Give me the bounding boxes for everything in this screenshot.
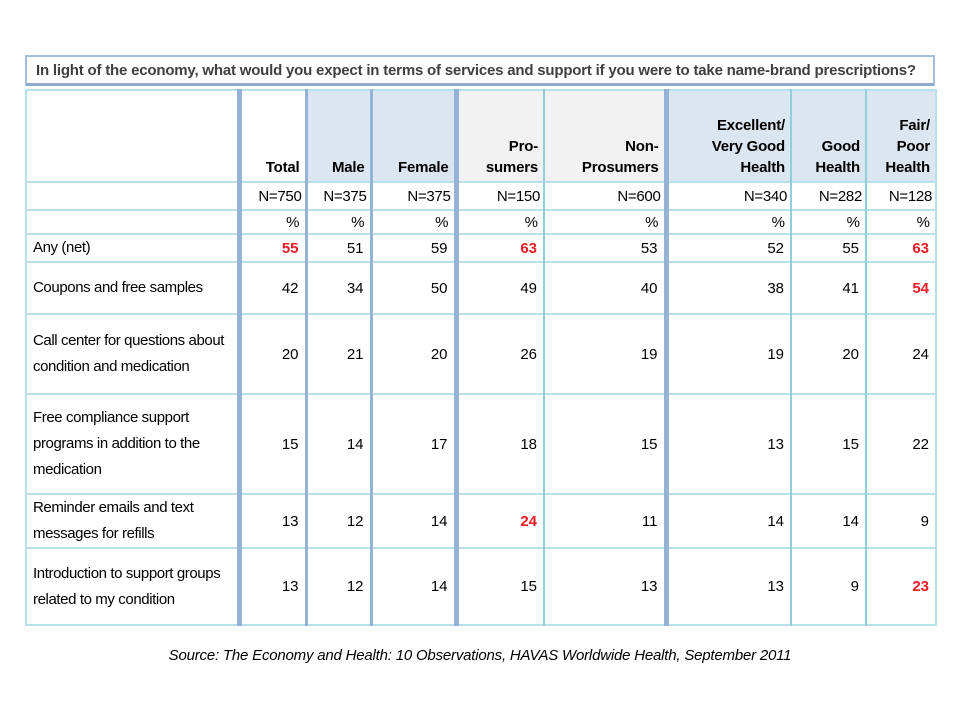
sample-size-good-health: N=282 [790, 182, 866, 210]
column-header-excellent-very-good-health: Excellent/ Very Good Health [663, 90, 791, 182]
column-header-good-health: Good Health [790, 90, 866, 182]
column-header-pro-sumers: Pro- sumers [453, 90, 544, 182]
sample-size-fair-poor-health: N=128 [865, 182, 936, 210]
value-cell: 15 [543, 394, 666, 494]
value-cell: 63 [453, 234, 544, 262]
row-label: Introduction to support groups related t… [33, 564, 221, 608]
value-cell: 49 [453, 262, 544, 314]
value-cell: 24 [453, 494, 544, 548]
value-cell: 15 [453, 548, 544, 625]
value-cell: 40 [543, 262, 666, 314]
percent-row-spacer [26, 210, 239, 234]
value-cell: 11 [543, 494, 666, 548]
sample-size-pro-sumers: N=150 [453, 182, 544, 210]
value-cell: 14 [790, 494, 866, 548]
value-cell: 14 [304, 394, 371, 494]
value-cell: 14 [369, 548, 456, 625]
sample-size-excellent-very-good-health: N=340 [663, 182, 791, 210]
column-header-non-prosumers: Non- Prosumers [543, 90, 666, 182]
value-cell: 15 [236, 394, 306, 494]
percent-header-non-prosumers: % [543, 210, 666, 234]
value-cell: 19 [543, 314, 666, 394]
sample-size-non-prosumers: N=600 [543, 182, 666, 210]
column-header-female: Female [369, 90, 456, 182]
percent-header-fair-poor-health: % [865, 210, 936, 234]
value-cell: 20 [790, 314, 866, 394]
value-cell: 19 [663, 314, 791, 394]
value-cell: 14 [369, 494, 456, 548]
value-cell: 23 [865, 548, 936, 625]
sample-size-total: N=750 [236, 182, 306, 210]
percent-header-excellent-very-good-health: % [663, 210, 791, 234]
row-label: Any (net) [33, 239, 91, 256]
value-cell: 53 [543, 234, 666, 262]
column-header-fair-poor-health: Fair/ Poor Health [865, 90, 936, 182]
value-cell: 9 [865, 494, 936, 548]
row-label: Call center for questions about conditio… [33, 332, 225, 375]
table-row: Introduction to support groups related t… [26, 548, 936, 625]
table-row: Call center for questions about conditio… [26, 314, 936, 394]
corner-cell [26, 90, 239, 182]
value-cell: 50 [369, 262, 456, 314]
value-cell: 12 [304, 548, 371, 625]
sample-size-male: N=375 [304, 182, 371, 210]
question-title-box: In light of the economy, what would you … [25, 55, 935, 86]
value-cell: 55 [790, 234, 866, 262]
percent-header-total: % [236, 210, 306, 234]
value-cell: 20 [236, 314, 306, 394]
value-cell: 55 [236, 234, 306, 262]
sample-size-female: N=375 [369, 182, 456, 210]
value-cell: 24 [865, 314, 936, 394]
value-cell: 38 [663, 262, 791, 314]
value-cell: 26 [453, 314, 544, 394]
value-cell: 15 [790, 394, 866, 494]
value-cell: 12 [304, 494, 371, 548]
value-cell: 21 [304, 314, 371, 394]
value-cell: 42 [236, 262, 306, 314]
value-cell: 18 [453, 394, 544, 494]
value-cell: 52 [663, 234, 791, 262]
value-cell: 63 [865, 234, 936, 262]
value-cell: 13 [663, 394, 791, 494]
value-cell: 13 [663, 548, 791, 625]
results-table: Total Male Female Pro- sumers Non- Prosumers… [25, 89, 937, 626]
value-cell: 14 [663, 494, 791, 548]
percent-header-male: % [304, 210, 371, 234]
sample-size-row-spacer [26, 182, 239, 210]
percent-header-pro-sumers: % [453, 210, 544, 234]
slide-content: In light of the economy, what would you … [25, 55, 937, 664]
value-cell: 51 [304, 234, 371, 262]
value-cell: 22 [865, 394, 936, 494]
value-cell: 59 [369, 234, 456, 262]
value-cell: 9 [790, 548, 866, 625]
percent-header-female: % [369, 210, 456, 234]
row-label: Free compliance support programs in addi… [33, 409, 200, 478]
value-cell: 20 [369, 314, 456, 394]
value-cell: 54 [865, 262, 936, 314]
table-row: Coupons and free samples 42 34 50 49 40 38 41 54 [26, 262, 936, 314]
value-cell: 34 [304, 262, 371, 314]
source-note: Source: The Economy and Health: 10 Obser… [168, 647, 792, 664]
table-row: Any (net) 55 51 59 63 53 52 55 63 [26, 234, 936, 262]
value-cell: 13 [236, 494, 306, 548]
value-cell: 17 [369, 394, 456, 494]
column-header-male: Male [304, 90, 371, 182]
row-label: Reminder emails and text messages for re… [33, 499, 194, 542]
table-row: Free compliance support programs in addi… [26, 394, 936, 494]
column-header-total: Total [236, 90, 306, 182]
percent-header-good-health: % [790, 210, 866, 234]
value-cell: 13 [543, 548, 666, 625]
value-cell: 13 [236, 548, 306, 625]
row-label: Coupons and free samples [33, 279, 203, 296]
value-cell: 41 [790, 262, 866, 314]
table-row: Reminder emails and text messages for re… [26, 494, 936, 548]
